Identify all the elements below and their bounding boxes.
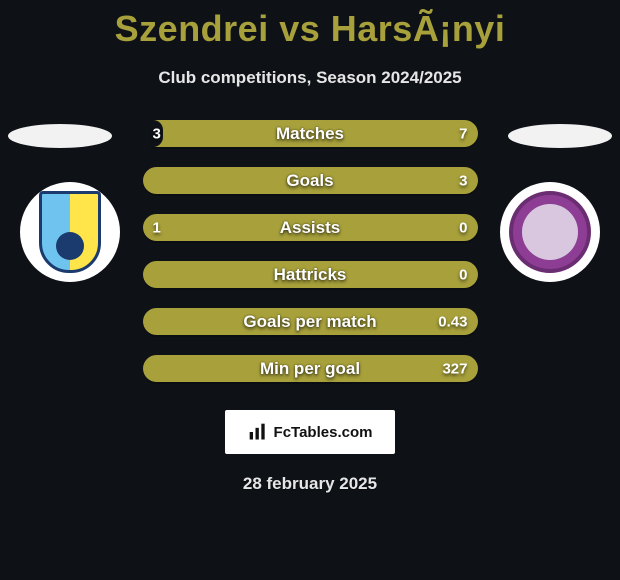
stat-label: Hattricks bbox=[274, 265, 347, 285]
stat-rows: 3 Matches 7 Goals 3 1 Assists 0 Hattricks 0 Goals … bbox=[143, 120, 478, 382]
flag-right-icon bbox=[508, 124, 612, 148]
chart-icon bbox=[248, 422, 268, 442]
badge-text: FcTables.com bbox=[274, 424, 373, 441]
date-text: 28 february 2025 bbox=[0, 474, 620, 494]
stat-label: Matches bbox=[276, 124, 344, 144]
stat-label: Assists bbox=[280, 218, 340, 238]
stat-left-value: 3 bbox=[153, 125, 161, 142]
stat-row: 3 Matches 7 bbox=[143, 120, 478, 147]
stat-row: Min per goal 327 bbox=[143, 355, 478, 382]
stat-row: Hattricks 0 bbox=[143, 261, 478, 288]
flag-left-icon bbox=[8, 124, 112, 148]
stat-right-value: 3 bbox=[459, 172, 467, 189]
stat-row: 1 Assists 0 bbox=[143, 214, 478, 241]
mezokovesd-crest-icon bbox=[39, 191, 101, 273]
title-right: HarsÃ¡nyi bbox=[331, 8, 506, 49]
stat-row: Goals per match 0.43 bbox=[143, 308, 478, 335]
title-vs: vs bbox=[279, 8, 320, 49]
stat-left-value: 1 bbox=[153, 219, 161, 236]
crest-right bbox=[500, 182, 600, 282]
crest-left bbox=[20, 182, 120, 282]
stat-right-value: 0 bbox=[459, 219, 467, 236]
stat-right-value: 327 bbox=[442, 360, 467, 377]
stat-label: Min per goal bbox=[260, 359, 360, 379]
stat-right-value: 7 bbox=[459, 125, 467, 142]
title-left: Szendrei bbox=[115, 8, 269, 49]
stat-label: Goals bbox=[286, 171, 333, 191]
stat-row: Goals 3 bbox=[143, 167, 478, 194]
stat-right-value: 0.43 bbox=[438, 313, 467, 330]
page-title: Szendrei vs HarsÃ¡nyi bbox=[0, 0, 620, 50]
stat-right-value: 0 bbox=[459, 266, 467, 283]
fctables-badge[interactable]: FcTables.com bbox=[225, 410, 395, 454]
comparison-panel: 3 Matches 7 Goals 3 1 Assists 0 Hattricks 0 Goals … bbox=[0, 120, 620, 382]
subtitle: Club competitions, Season 2024/2025 bbox=[0, 68, 620, 88]
stat-label: Goals per match bbox=[243, 312, 376, 332]
bekescsaba-crest-icon bbox=[509, 191, 591, 273]
